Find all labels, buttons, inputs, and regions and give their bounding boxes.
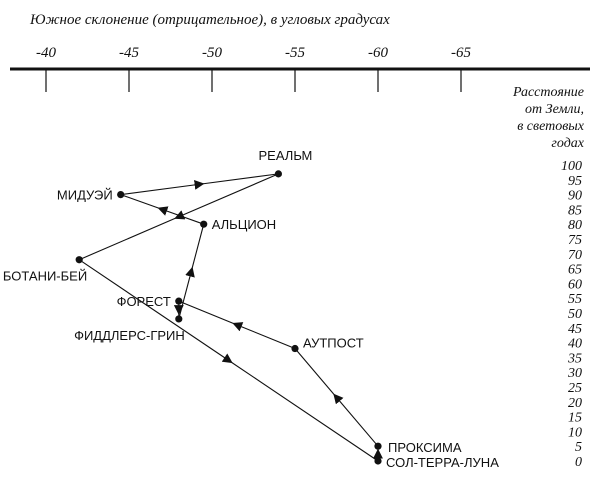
route-edges xyxy=(78,173,383,462)
route-edge-fiddlers-green-to-halcyon xyxy=(178,224,205,320)
station-nodes xyxy=(75,170,382,465)
declination-axis: -40 -45 -50 -55 -60 -65 xyxy=(10,45,590,92)
station-label-halcyon: АЛЬЦИОН xyxy=(212,217,276,232)
distance-axis-title: Расстояние от Земли, в световых годах xyxy=(512,85,585,151)
station-dot-forest xyxy=(175,297,183,305)
distance-tick-label: 85 xyxy=(568,203,582,218)
declination-tick-label: -60 xyxy=(368,45,388,61)
declination-tick-label: -55 xyxy=(285,45,305,61)
route-edge-botany-bay-to-sol-terra-luna xyxy=(78,259,379,462)
station-dot-midway xyxy=(117,191,125,199)
route-edge-realm-to-botany-bay xyxy=(78,173,279,261)
route-edge-outpost-to-forest xyxy=(178,300,296,350)
route-edge-halcyon-to-midway xyxy=(120,194,204,225)
station-dot-sol-terra-luna xyxy=(374,457,382,465)
station-label-realm: РЕАЛЬМ xyxy=(258,148,312,163)
declination-tick-label: -50 xyxy=(202,45,222,61)
distance-tick-label: 60 xyxy=(568,277,582,292)
distance-tick-label: 95 xyxy=(568,174,582,189)
station-label-proxima: ПРОКСИМА xyxy=(388,440,462,455)
station-label-sol-terra-luna: СОЛ-ТЕРРА-ЛУНА xyxy=(386,455,499,470)
distance-tick-label: 50 xyxy=(568,307,582,322)
distance-tick-label: 100 xyxy=(561,159,582,174)
distance-tick-label: 20 xyxy=(568,396,582,411)
distance-axis-title-line: от Земли, xyxy=(525,102,584,117)
station-label-outpost: АУТПОСТ xyxy=(303,336,364,351)
station-label-botany-bay: БОТАНИ-БЕЙ xyxy=(3,269,87,284)
distance-tick-label: 40 xyxy=(568,337,582,352)
distance-tick-label: 5 xyxy=(575,440,582,455)
distance-tick-label: 15 xyxy=(568,411,582,426)
distance-axis-ticks: 1009590858075706560555045403530252015105… xyxy=(561,159,582,470)
distance-tick-label: 45 xyxy=(568,322,582,337)
station-dot-halcyon xyxy=(200,220,208,228)
distance-tick-label: 80 xyxy=(568,218,582,233)
station-dot-botany-bay xyxy=(75,256,83,264)
distance-tick-label: 35 xyxy=(567,351,582,366)
distance-tick-label: 10 xyxy=(568,425,582,440)
declination-tick-label: -65 xyxy=(451,45,471,61)
station-dot-fiddlers-green xyxy=(175,315,183,323)
distance-axis-title-line: годах xyxy=(551,136,584,151)
distance-tick-label: 90 xyxy=(568,189,582,204)
station-labels: РЕАЛЬМ МИДУЭЙ АЛЬЦИОН БОТАНИ-БЕЙ ФОРЕСТ ФИДДЛ… xyxy=(3,148,499,470)
distance-axis-title-line: в световых xyxy=(517,119,585,134)
station-dot-outpost xyxy=(291,344,299,353)
distance-tick-label: 30 xyxy=(567,366,582,381)
declination-tick-label: -45 xyxy=(119,45,139,61)
distance-tick-label: 55 xyxy=(568,292,582,307)
station-label-fiddlers-green: ФИДДЛЕРС-ГРИН xyxy=(74,328,185,343)
station-dot-proxima xyxy=(374,442,382,450)
distance-tick-label: 0 xyxy=(575,455,582,470)
distance-axis-title-line: Расстояние xyxy=(512,85,584,100)
distance-tick-label: 75 xyxy=(568,233,582,248)
station-dot-realm xyxy=(274,170,282,178)
distance-tick-label: 70 xyxy=(568,248,582,263)
distance-tick-label: 25 xyxy=(568,381,582,396)
chart-title: Южное склонение (отрицательное), в углов… xyxy=(29,12,390,28)
route-edge-midway-to-realm xyxy=(120,173,279,196)
distance-tick-label: 65 xyxy=(568,263,582,278)
declination-tick-label: -40 xyxy=(36,45,56,61)
station-label-midway: МИДУЭЙ xyxy=(57,188,113,203)
station-label-forest: ФОРЕСТ xyxy=(117,294,171,309)
route-edge-proxima-to-outpost xyxy=(294,348,379,447)
